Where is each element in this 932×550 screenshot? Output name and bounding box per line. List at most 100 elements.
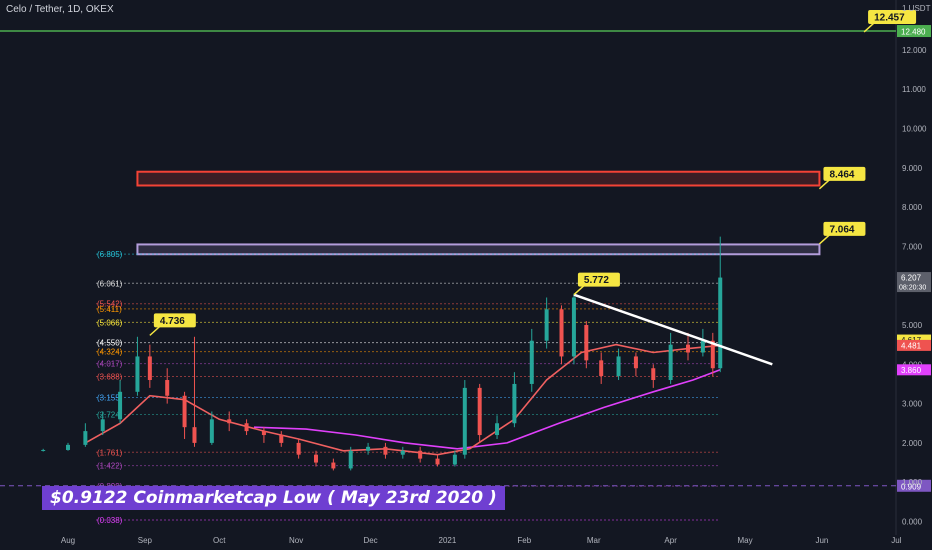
y-tick-label: 12.000 (902, 46, 927, 55)
fib-level-label: (1.761) (97, 448, 123, 457)
candle-body (544, 309, 549, 341)
candle-body (452, 454, 457, 465)
x-tick-label: 2021 (439, 536, 457, 545)
candle-body (400, 450, 405, 455)
x-tick-label: Dec (363, 536, 377, 545)
candle-body (244, 423, 249, 432)
x-tick-label: Aug (61, 536, 75, 545)
y-tick-label: 8.000 (902, 203, 923, 212)
fib-level-label: (4.550) (97, 339, 123, 348)
candle-body (477, 387, 482, 436)
fib-level-label: (5.542) (97, 300, 123, 309)
fib-level-label: (0.038) (97, 516, 123, 525)
price-tag-box (897, 364, 931, 376)
candle-body (495, 423, 500, 436)
candle-body (83, 431, 88, 445)
y-tick-label: 5.000 (902, 321, 923, 330)
y-tick-label: 3.000 (902, 400, 923, 409)
candle-body (209, 419, 214, 443)
candle-body (165, 380, 170, 396)
y-tick-label: 7.000 (902, 242, 923, 251)
fib-level-label: (1.422) (97, 462, 123, 471)
candle-body (348, 450, 353, 469)
price-tag-label: 4.481 (901, 341, 922, 350)
candle-body (135, 356, 140, 392)
callout-pointer (149, 325, 161, 336)
candle-body (296, 442, 301, 455)
countdown-label: 08:20:30 (899, 285, 926, 292)
price-tag-box (897, 479, 931, 492)
x-tick-label: Nov (289, 536, 303, 545)
callout-box (868, 9, 917, 24)
y-tick-label: 10.000 (902, 125, 927, 134)
callout-label: 12.457 (874, 12, 905, 23)
x-tick-label: Jun (815, 536, 828, 545)
fib-level-label: (3.688) (97, 373, 123, 382)
candle-body (571, 297, 576, 357)
fib-level-label: (6.805) (97, 250, 123, 259)
fib-level-label: (6.061) (97, 279, 123, 288)
candle-body (651, 368, 656, 381)
price-tag-box (897, 272, 931, 293)
fib-level-label: (4.324) (97, 348, 123, 357)
coinmarketcap-low-annotation: $0.9122 Coinmarketcap Low ( May 23rd 202… (42, 486, 505, 510)
candle-body (668, 344, 673, 381)
fib-level-label: (5.066) (97, 318, 123, 327)
x-tick-label: Mar (587, 536, 601, 545)
callout-label: 8.464 (829, 169, 854, 180)
x-tick-label: Oct (213, 536, 226, 545)
price-tag-label: 3.860 (901, 366, 922, 375)
candle-body (418, 450, 423, 459)
candle-body (100, 419, 105, 432)
callout-box (153, 313, 196, 328)
y-tick-label: 11.000 (902, 85, 926, 94)
ema-long-line (253, 369, 721, 450)
candle-body (366, 446, 371, 451)
x-tick-label: Jul (891, 536, 901, 545)
candle-body (261, 431, 266, 436)
candle-body (192, 427, 197, 443)
price-tag-label: 0.909 (901, 482, 922, 491)
callout-box (823, 166, 866, 181)
callout-box (823, 221, 866, 236)
callout-box (577, 272, 620, 287)
candle-body (529, 340, 534, 384)
callout-pointer (818, 179, 830, 190)
fib-level-label: (4.017) (97, 360, 123, 369)
y-tick-label: 1.000 (902, 478, 923, 487)
x-tick-label: Sep (138, 536, 153, 545)
x-tick-label: May (737, 536, 752, 545)
candle-body (279, 435, 284, 443)
candle-body (584, 325, 589, 361)
candle-body (182, 395, 187, 428)
x-tick-label: Apr (664, 536, 677, 545)
candle-body (710, 340, 715, 369)
price-tag-label: 6.207 (901, 274, 922, 283)
candle-body (633, 356, 638, 369)
candle-body (383, 446, 388, 455)
candle-body (118, 391, 123, 420)
chart-title: Celo / Tether, 1D, OKEX (6, 4, 114, 15)
price-zone-0 (136, 170, 821, 187)
trendline (573, 293, 773, 366)
y-tick-label: 9.000 (902, 164, 923, 173)
candle-body (718, 277, 723, 369)
candle-body (66, 444, 70, 450)
callout-label: 5.772 (584, 275, 609, 286)
callout-pointer (818, 234, 830, 245)
fib-level-label: (2.724) (97, 410, 123, 419)
candle-body (147, 356, 152, 381)
fib-level-label: (5.411) (97, 305, 122, 314)
candle-body (700, 340, 705, 353)
callout-pointer (863, 22, 875, 33)
candle-body (227, 419, 232, 424)
candle-body (616, 356, 621, 377)
ema-short-line (85, 343, 721, 456)
candle-body (599, 360, 604, 377)
y-tick-label: 2.000 (902, 439, 923, 448)
candle-body (435, 458, 440, 465)
callout-label: 7.064 (829, 224, 854, 235)
candle-body (559, 309, 564, 357)
callout-pointer (573, 285, 585, 296)
